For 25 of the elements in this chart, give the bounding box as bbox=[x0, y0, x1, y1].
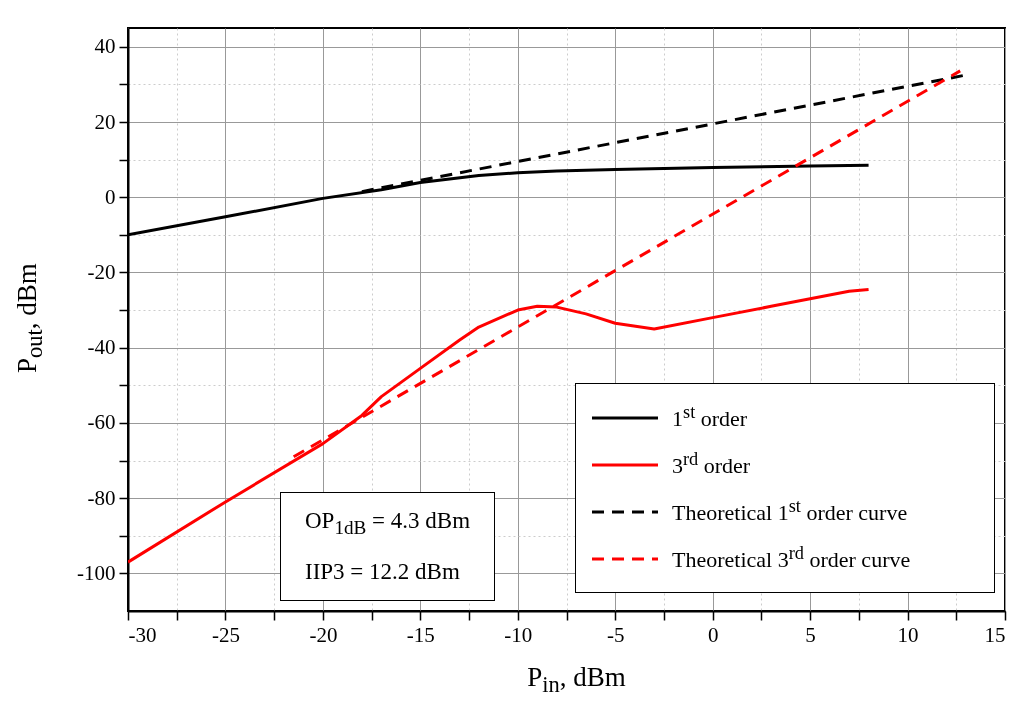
y-tick-label: -40 bbox=[87, 335, 116, 360]
y-tick-label: -100 bbox=[77, 560, 116, 585]
legend-label: Theoretical 3$^{rd}$ order curve bbox=[672, 543, 911, 574]
x-tick-label: -20 bbox=[309, 622, 338, 647]
x-tick-label: 10 bbox=[897, 622, 919, 647]
y-tick-label: -80 bbox=[87, 485, 116, 510]
legend-label: 3$^{rd}$ order bbox=[672, 449, 751, 480]
legend-label: 1$^{st}$ order bbox=[672, 402, 748, 433]
y-tick-label: -60 bbox=[87, 410, 116, 435]
x-tick-label: 5 bbox=[805, 622, 816, 647]
x-axis-title: P$_{in}$, dBm bbox=[526, 662, 627, 699]
annotation: OP$_{1dB}$ = 4.3 dBm bbox=[305, 507, 471, 540]
x-tick-label: -15 bbox=[406, 622, 435, 647]
y-tick-label: 40 bbox=[94, 34, 116, 59]
x-tick-label: -10 bbox=[504, 622, 533, 647]
x-tick-label: -25 bbox=[211, 622, 240, 647]
y-tick-label: 20 bbox=[94, 109, 116, 134]
x-tick-label: -5 bbox=[606, 622, 625, 647]
x-tick-label: -30 bbox=[128, 622, 157, 647]
x-tick-label: 0 bbox=[707, 622, 719, 647]
y-tick-label: -20 bbox=[87, 259, 116, 284]
annotation: IIP3 = 12.2 dBm bbox=[305, 557, 461, 586]
x-tick-label: 15 bbox=[984, 622, 1006, 647]
legend-label: Theoretical 1$^{st}$ order curve bbox=[672, 496, 908, 527]
y-tick-label: 0 bbox=[105, 184, 116, 209]
